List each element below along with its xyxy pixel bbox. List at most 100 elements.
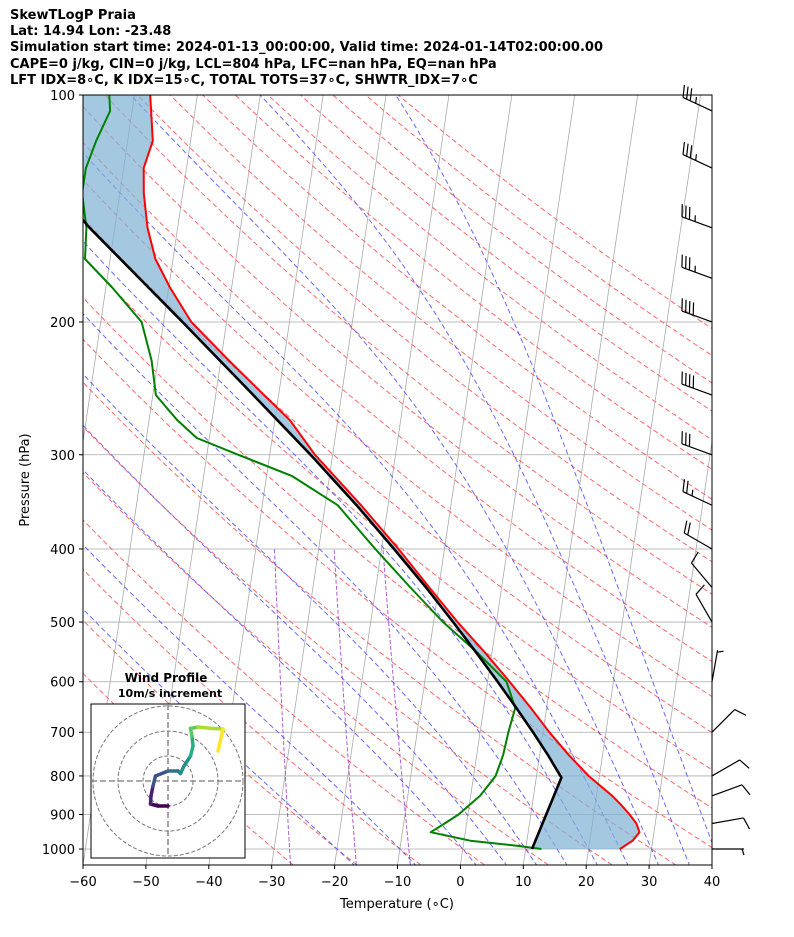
dry-adiabat xyxy=(83,425,613,865)
wind-barb-half-flag xyxy=(741,848,745,856)
isotherm-line xyxy=(0,95,72,865)
wind-barb-staff xyxy=(682,491,713,506)
dry-adiabat xyxy=(137,95,712,563)
parcel-line xyxy=(83,217,563,850)
dry-adiabat xyxy=(83,338,712,849)
wind-barb-flag xyxy=(682,141,686,155)
dry-adiabat xyxy=(83,568,422,865)
dewpoint-line xyxy=(83,95,542,850)
wind-barb xyxy=(695,584,713,623)
x-tick-label: 0 xyxy=(456,875,464,890)
wind-barb-staff xyxy=(695,594,713,623)
wind-barb xyxy=(681,298,713,323)
wind-barb-flag xyxy=(683,520,688,534)
dry-adiabat xyxy=(202,95,712,500)
wind-barb-staff xyxy=(681,310,713,323)
location-line: Lat: 14.94 Lon: -23.48 xyxy=(10,24,172,39)
dry-adiabat xyxy=(83,141,712,663)
wind-barb-flag xyxy=(734,709,747,716)
dry-adiabat xyxy=(365,95,712,357)
wind-barb xyxy=(682,141,713,169)
wind-barb xyxy=(711,784,751,797)
x-tick-label: −40 xyxy=(195,875,222,890)
y-axis-label: Pressure (hPa) xyxy=(18,433,33,526)
isotherm-line xyxy=(334,95,450,865)
mixing-ratio-line xyxy=(273,548,292,865)
dry-adiabat xyxy=(83,471,549,865)
x-tick-label: −20 xyxy=(321,875,348,890)
isotherm-line xyxy=(397,95,513,865)
wind-barb-staff xyxy=(682,154,713,169)
hodograph-segment xyxy=(216,727,225,753)
mixing-ratio-line xyxy=(382,548,411,865)
isotherm-line xyxy=(648,438,712,865)
wind-barb-flag xyxy=(695,584,705,595)
wind-barb xyxy=(681,371,713,396)
wind-barb-flag xyxy=(741,784,751,796)
wind-barb xyxy=(681,254,713,279)
isotherm-line xyxy=(460,95,576,865)
wind-barb-staff xyxy=(681,266,713,279)
x-tick-label: 20 xyxy=(578,875,595,890)
wind-barb-flag xyxy=(690,551,699,564)
wind-barb-half-flag xyxy=(691,489,694,497)
dry-adiabat xyxy=(83,217,712,734)
wind-barb-staff xyxy=(711,784,743,797)
dry-adiabat xyxy=(83,179,712,698)
hodograph-subtitle: 10m/s increment xyxy=(118,687,222,700)
moist-adiabat xyxy=(83,424,507,865)
moist-adiabat xyxy=(395,95,712,845)
mixing-ratio-line xyxy=(333,548,357,865)
wind-barb-staff xyxy=(681,216,713,229)
wind-barb-flag xyxy=(682,479,686,492)
wind-barb xyxy=(681,204,713,229)
x-tick-label: −10 xyxy=(384,875,411,890)
wind-barb-staff xyxy=(711,759,741,777)
wind-barb-staff xyxy=(711,817,744,825)
cape-cin-shading xyxy=(83,95,640,849)
wind-barb xyxy=(711,709,747,733)
wind-barb xyxy=(712,848,745,856)
y-tick-label: 600 xyxy=(50,676,75,691)
y-tick-label: 800 xyxy=(50,770,75,785)
indices-line-1: CAPE=0 j/kg, CIN=0 j/kg, LCL=804 hPa, LF… xyxy=(10,57,497,72)
isotherm-line xyxy=(271,95,387,865)
dry-adiabat xyxy=(267,95,712,441)
moist-adiabat xyxy=(130,95,660,865)
x-tick-label: −30 xyxy=(258,875,285,890)
wind-barb-staff xyxy=(690,562,713,588)
x-tick-label: 40 xyxy=(704,875,721,890)
dry-adiabat xyxy=(83,519,485,865)
isotherm-line xyxy=(0,95,9,865)
indices-line-2: LFT IDX=8∘C, K IDX=15∘C, TOTAL TOTS=37∘C… xyxy=(10,73,478,88)
wind-barb xyxy=(683,520,713,550)
dry-adiabat xyxy=(234,95,712,470)
moist-adiabat xyxy=(83,608,355,865)
wind-barb-flag xyxy=(682,84,686,98)
wind-barb-staff xyxy=(683,532,713,550)
wind-barb-flag xyxy=(687,522,691,536)
moist-adiabat xyxy=(83,373,538,865)
y-tick-label: 1000 xyxy=(42,843,75,858)
x-tick-label: −50 xyxy=(132,875,159,890)
chart-title: SkewTLogP Praia xyxy=(10,8,136,23)
temperature-line xyxy=(142,95,641,850)
wind-barb xyxy=(682,84,713,112)
dry-adiabat xyxy=(83,256,712,771)
y-tick-label: 400 xyxy=(50,543,75,558)
dry-adiabat xyxy=(83,619,358,865)
wind-barb xyxy=(682,479,713,506)
isotherm-line xyxy=(522,95,639,865)
wind-barb xyxy=(681,431,713,456)
x-tick-label: −60 xyxy=(69,875,96,890)
x-tick-label: 30 xyxy=(641,875,658,890)
y-tick-label: 100 xyxy=(50,89,75,104)
hodograph-segment xyxy=(182,754,193,768)
wind-barb-flag xyxy=(689,145,693,158)
dry-adiabat xyxy=(83,296,712,809)
y-tick-label: 200 xyxy=(50,316,75,331)
y-tick-label: 500 xyxy=(50,616,75,631)
isotherm-line xyxy=(585,95,701,865)
moist-adiabat xyxy=(83,312,568,865)
